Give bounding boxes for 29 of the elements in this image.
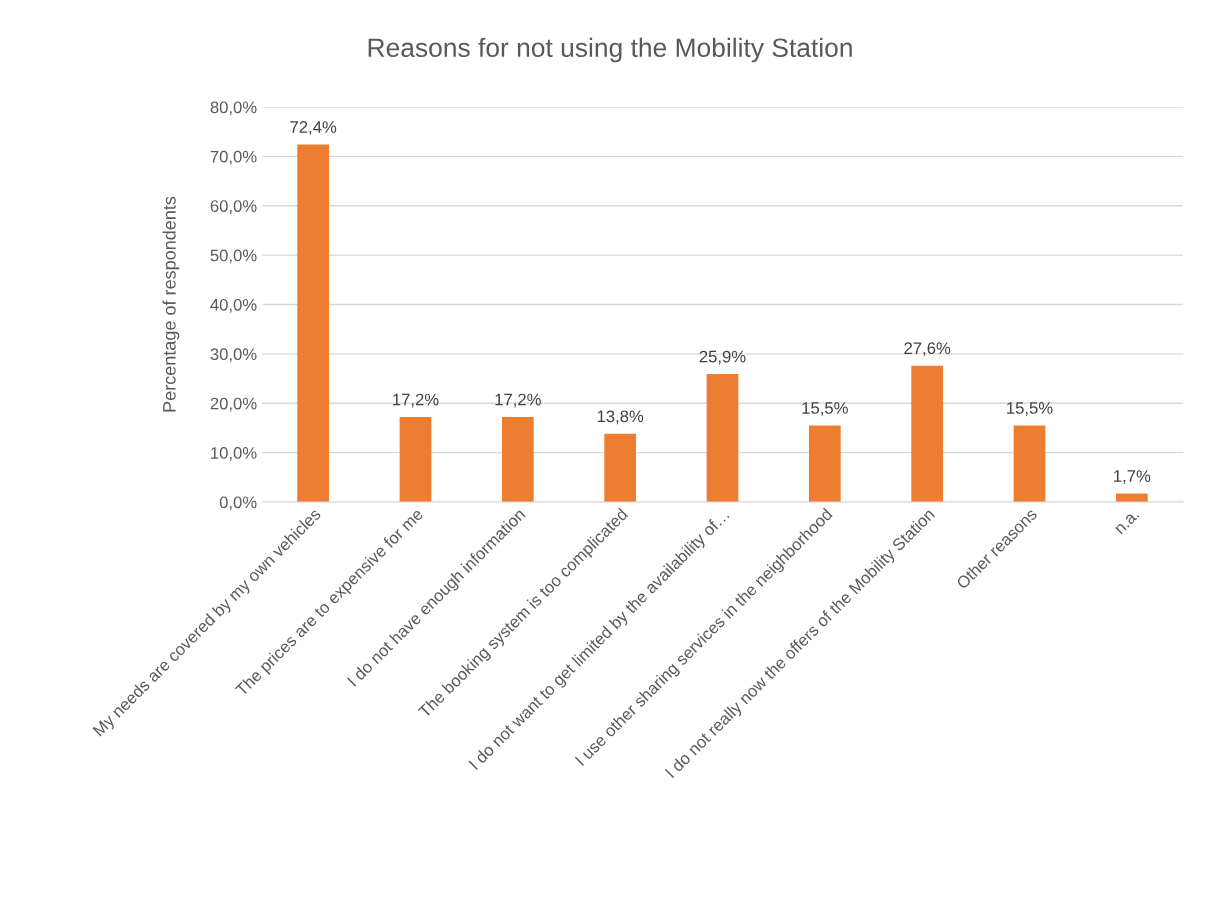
- data-label: 72,4%: [290, 121, 337, 135]
- y-tick-label: 80,0%: [210, 101, 257, 116]
- y-tick-label: 10,0%: [211, 447, 257, 461]
- bar: [604, 433, 637, 502]
- data-label: 17,2%: [393, 393, 439, 408]
- data-label: 13,8%: [597, 410, 644, 425]
- bar: [1013, 425, 1046, 502]
- data-label: 15,5%: [802, 402, 848, 416]
- data-label: 17,2%: [495, 393, 541, 408]
- bar: [911, 365, 944, 502]
- y-tick-label: 0,0%: [219, 496, 257, 511]
- x-tick-label: n.a.: [1115, 510, 1140, 535]
- y-axis-title: Percentage of respondents: [162, 196, 180, 412]
- data-label: 15,5%: [1007, 402, 1053, 416]
- bar: [808, 425, 841, 502]
- bar: [501, 417, 534, 502]
- y-tick-label: 40,0%: [210, 298, 257, 313]
- data-label: 27,6%: [904, 342, 951, 357]
- y-tick-label: 60,0%: [210, 200, 257, 214]
- data-label: 25,9%: [699, 350, 746, 365]
- y-tick-label: 30,0%: [210, 348, 257, 363]
- bar: [297, 144, 330, 502]
- y-tick-label: 50,0%: [210, 249, 257, 264]
- bar: [399, 417, 432, 502]
- y-tick-label: 70,0%: [210, 150, 257, 165]
- data-label: 1,7%: [1114, 470, 1151, 484]
- y-tick-label: 20,0%: [210, 397, 257, 412]
- bar: [706, 374, 739, 502]
- chart-title: Reasons for not using the Mobility Station: [368, 37, 852, 63]
